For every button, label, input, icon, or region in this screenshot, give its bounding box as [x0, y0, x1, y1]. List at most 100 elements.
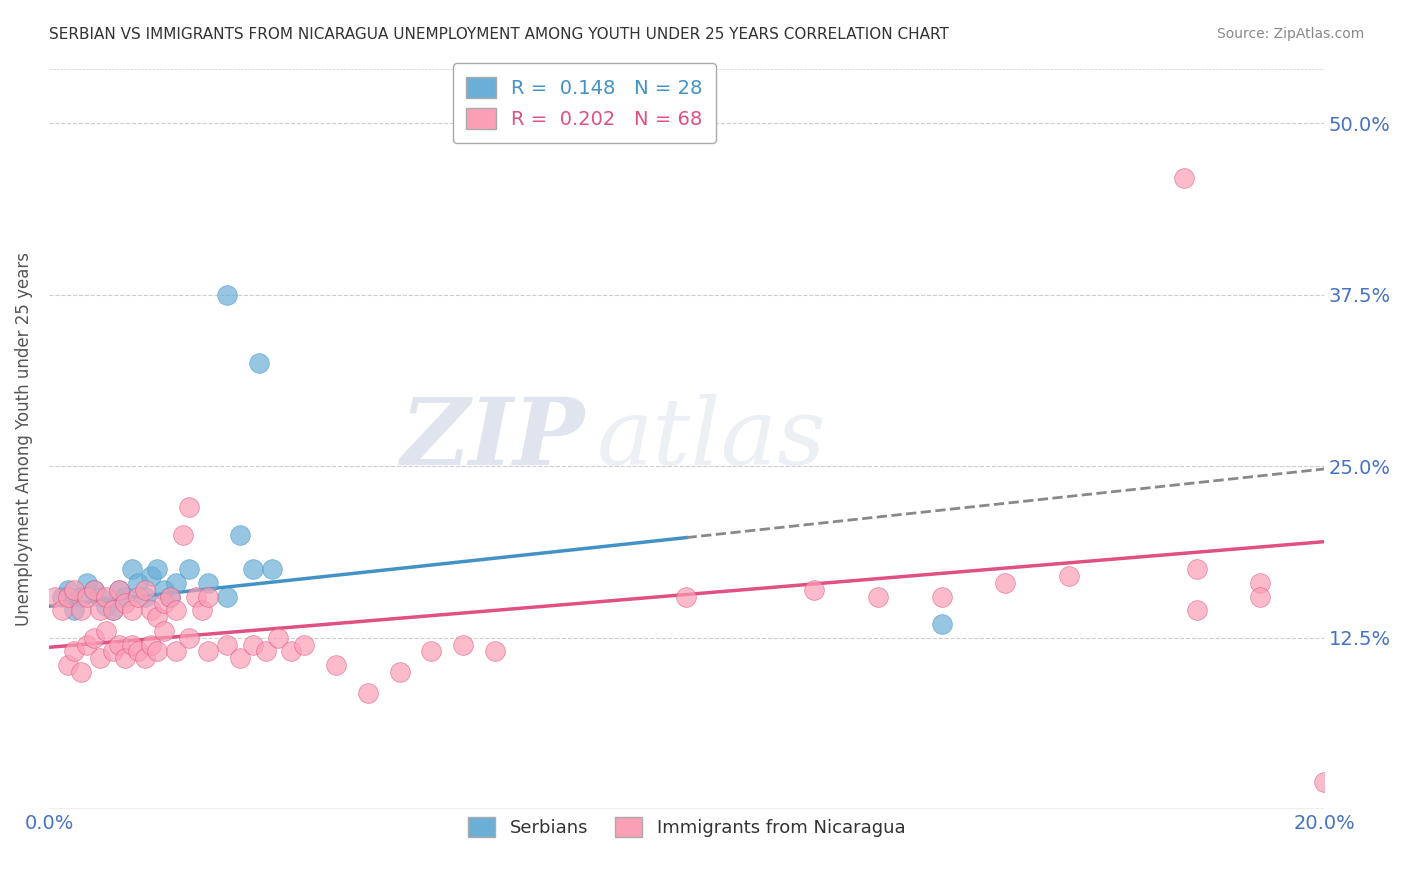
Point [51, 590, 73, 604]
Point [1185, 562, 1208, 576]
Point [139, 603, 162, 617]
Point [83, 582, 105, 597]
Point [1249, 590, 1271, 604]
Point [108, 582, 131, 597]
Point [325, 658, 347, 673]
Point [89, 590, 111, 604]
Point [184, 590, 207, 604]
Point [121, 638, 143, 652]
Point [179, 631, 201, 645]
Point [108, 638, 131, 652]
Point [89, 651, 111, 665]
Point [44, 590, 66, 604]
Point [197, 590, 219, 604]
Point [101, 603, 124, 617]
Point [83, 631, 105, 645]
Point [146, 644, 169, 658]
Point [1173, 171, 1195, 186]
Point [172, 528, 194, 542]
Point [127, 590, 149, 604]
Point [152, 596, 174, 610]
Point [127, 575, 149, 590]
Point [229, 528, 252, 542]
Point [197, 644, 219, 658]
Point [191, 603, 214, 617]
Point [96, 599, 118, 614]
Point [96, 624, 118, 638]
Point [179, 562, 201, 576]
Point [159, 590, 181, 604]
Point [357, 685, 380, 699]
Point [484, 644, 506, 658]
Point [247, 356, 270, 370]
Point [134, 651, 156, 665]
Point [146, 562, 169, 576]
Point [70, 603, 93, 617]
Point [166, 644, 188, 658]
Point [217, 288, 239, 302]
Point [254, 644, 277, 658]
Point [262, 562, 284, 576]
Point [89, 603, 111, 617]
Point [63, 582, 86, 597]
Point [453, 638, 475, 652]
Point [134, 590, 156, 604]
Point [146, 610, 169, 624]
Point [101, 644, 124, 658]
Point [56, 658, 79, 673]
Point [101, 603, 124, 617]
Y-axis label: Unemployment Among Youth under 25 years: Unemployment Among Youth under 25 years [15, 252, 32, 626]
Point [1057, 569, 1080, 583]
Point [159, 590, 181, 604]
Point [114, 596, 136, 610]
Point [217, 638, 239, 652]
Point [675, 590, 697, 604]
Point [51, 603, 73, 617]
Point [76, 638, 98, 652]
Point [63, 603, 86, 617]
Point [76, 575, 98, 590]
Point [134, 582, 156, 597]
Point [56, 582, 79, 597]
Point [76, 590, 98, 604]
Text: SERBIAN VS IMMIGRANTS FROM NICARAGUA UNEMPLOYMENT AMONG YOUTH UNDER 25 YEARS COR: SERBIAN VS IMMIGRANTS FROM NICARAGUA UNE… [49, 27, 949, 42]
Point [803, 582, 825, 597]
Point [152, 582, 174, 597]
Point [388, 665, 411, 679]
Point [1185, 603, 1208, 617]
Point [114, 651, 136, 665]
Point [931, 590, 953, 604]
Point [217, 590, 239, 604]
Point [121, 603, 143, 617]
Text: ZIP: ZIP [401, 394, 585, 483]
Point [267, 631, 290, 645]
Point [83, 582, 105, 597]
Point [242, 638, 264, 652]
Point [242, 562, 264, 576]
Point [994, 575, 1017, 590]
Text: Source: ZipAtlas.com: Source: ZipAtlas.com [1216, 27, 1364, 41]
Point [56, 590, 79, 604]
Point [931, 617, 953, 632]
Point [63, 644, 86, 658]
Point [179, 500, 201, 515]
Point [127, 644, 149, 658]
Point [70, 590, 93, 604]
Point [121, 562, 143, 576]
Point [166, 575, 188, 590]
Point [108, 582, 131, 597]
Point [280, 644, 302, 658]
Legend: Serbians, Immigrants from Nicaragua: Serbians, Immigrants from Nicaragua [461, 810, 912, 845]
Point [1313, 774, 1336, 789]
Point [1249, 575, 1271, 590]
Point [139, 638, 162, 652]
Point [152, 624, 174, 638]
Point [866, 590, 889, 604]
Point [197, 575, 219, 590]
Point [420, 644, 443, 658]
Point [166, 603, 188, 617]
Point [139, 569, 162, 583]
Point [96, 590, 118, 604]
Point [70, 665, 93, 679]
Point [292, 638, 315, 652]
